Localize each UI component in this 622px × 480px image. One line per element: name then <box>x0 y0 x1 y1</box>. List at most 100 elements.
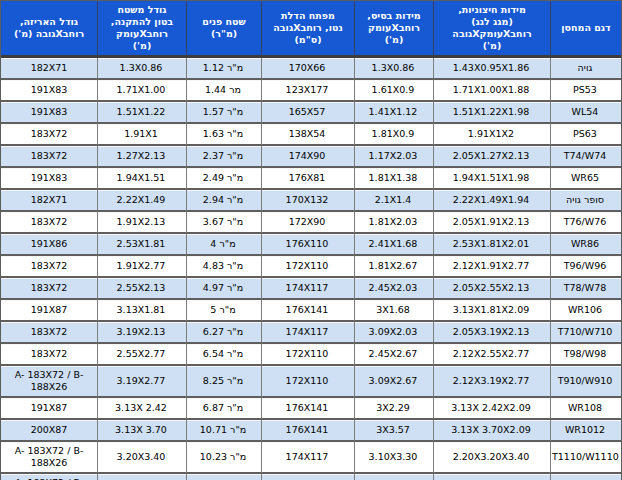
cell-package-size: 183X72 <box>1 344 97 366</box>
cell-model: T1110/W1110 <box>550 442 621 474</box>
table-row: T710/W7102.05X3.19X2.133.09X2.03174X1176… <box>1 322 621 344</box>
cell-interior-area: 1.57 מ"ר <box>186 102 261 124</box>
cell-model: WR1012 <box>550 420 621 442</box>
cell-base-dimensions: 3.72X3.30 <box>354 474 433 480</box>
table-row: WL541.51X1.22X1.981.41X1.12165X571.57 מ"… <box>1 102 621 124</box>
cell-external-dimensions: 2.12X2.55X2.77 <box>433 344 550 366</box>
cell-concrete-pad: 1.91X2.77 <box>97 256 186 278</box>
cell-package-size: 183X72 <box>1 146 97 168</box>
cell-interior-area: 2.49 מ"ר <box>186 168 261 190</box>
cell-interior-area: 4.97 מ"ר <box>186 278 261 300</box>
table-row: PS631.91X1X21.81X0.9138X541.63 מ"ר1.91X1… <box>1 124 621 146</box>
cell-package-size: A- 183X72 / B-188X26 <box>1 442 97 474</box>
cell-concrete-pad: 3.19X2.13 <box>97 322 186 344</box>
cell-external-dimensions: 1.71X1.00X1.88 <box>433 80 550 102</box>
cell-external-dimensions: 2.05X3.19X2.13 <box>433 322 550 344</box>
cell-door-opening: 172X110 <box>261 366 354 398</box>
cell-model: WR86 <box>550 234 621 256</box>
cell-base-dimensions: 1.3X0.86 <box>354 58 433 80</box>
cell-door-opening: 123X177 <box>261 80 354 102</box>
header-row: דגם המחסןמידות חיצוניות, (מגג לגג) רוחבX… <box>1 1 621 58</box>
table-row: T96/W962.12X1.91X2.771.81X2.67172X1104.8… <box>1 256 621 278</box>
table-body: גויה1.43X0.95X1.861.3X0.86170X661.12 מ"ר… <box>1 58 621 480</box>
cell-door-opening: 174X90 <box>261 146 354 168</box>
cell-interior-area: 4 מ"ר <box>186 234 261 256</box>
table-row: T1110/W11102.20X3.20X3.403.10X3.30174X11… <box>1 442 621 474</box>
table-row: T11122.20X3.82X3.403.72X3.30174X13812.27… <box>1 474 621 480</box>
cell-concrete-pad: 2.53X1.81 <box>97 234 186 256</box>
cell-external-dimensions: 2.22X1.49X1.94 <box>433 190 550 212</box>
cell-door-opening: 165X57 <box>261 102 354 124</box>
cell-package-size: 183X72 <box>1 124 97 146</box>
cell-base-dimensions: 3.10X3.30 <box>354 442 433 474</box>
cell-base-dimensions: 2.1X1.4 <box>354 190 433 212</box>
cell-interior-area: 3.67 מ"ר <box>186 212 261 234</box>
cell-package-size: 182X71 <box>1 190 97 212</box>
cell-interior-area: 2.94 מ"ר <box>186 190 261 212</box>
cell-external-dimensions: 2.05X1.27X2.13 <box>433 146 550 168</box>
cell-base-dimensions: 3.09X2.67 <box>354 366 433 398</box>
cell-door-opening: 138X54 <box>261 124 354 146</box>
cell-external-dimensions: 1.51X1.22X1.98 <box>433 102 550 124</box>
cell-external-dimensions: 3.13X1.81X2.09 <box>433 300 550 322</box>
cell-model: T98/W98 <box>550 344 621 366</box>
table-row: T74/W742.05X1.27X2.131.17X2.03174X902.37… <box>1 146 621 168</box>
cell-concrete-pad: 1.3X0.86 <box>97 58 186 80</box>
cell-model: T74/W74 <box>550 146 621 168</box>
cell-concrete-pad: 1.94X1.51 <box>97 168 186 190</box>
cell-package-size: 191X83 <box>1 168 97 190</box>
cell-door-opening: 176X141 <box>261 398 354 420</box>
cell-interior-area: 6.54 מ"ר <box>186 344 261 366</box>
table-row: T76/W762.05X1.91X2.131.81X2.03172X903.67… <box>1 212 621 234</box>
cell-external-dimensions: 2.20X3.82X3.40 <box>433 474 550 480</box>
cell-door-opening: 172X110 <box>261 344 354 366</box>
cell-package-size: 191X86 <box>1 234 97 256</box>
table-row: WR862.53X1.81X2.012.41X1.68176X1104 מ"ר2… <box>1 234 621 256</box>
cell-door-opening: 176X81 <box>261 168 354 190</box>
cell-external-dimensions: 3.13X 2.42X2.09 <box>433 398 550 420</box>
cell-model: WR106 <box>550 300 621 322</box>
table-row: WR10123.13X 3.70X2.093X3.57176X14110.71 … <box>1 420 621 442</box>
cell-interior-area: 6.87 מ"ר <box>186 398 261 420</box>
cell-door-opening: 174X117 <box>261 322 354 344</box>
column-header-base-dimensions: מידות בסיס, רוחבXעומק (מ') <box>354 1 433 58</box>
cell-door-opening: 170X132 <box>261 190 354 212</box>
cell-interior-area: 1.63 מ"ר <box>186 124 261 146</box>
cell-door-opening: 176X110 <box>261 234 354 256</box>
cell-package-size: 182X71 <box>1 58 97 80</box>
column-header-external-dimensions: מידות חיצוניות, (מגג לגג) רוחבXעומקXגובה… <box>433 1 550 58</box>
cell-model: T710/W710 <box>550 322 621 344</box>
cell-model: WR108 <box>550 398 621 420</box>
cell-model: T1112 <box>550 474 621 480</box>
cell-external-dimensions: 3.13X 3.70X2.09 <box>433 420 550 442</box>
cell-model: T96/W96 <box>550 256 621 278</box>
cell-concrete-pad: 3.13X 2.42 <box>97 398 186 420</box>
cell-concrete-pad: 1.71X1.00 <box>97 80 186 102</box>
cell-package-size: A- 183X72 / B- 188X26 <box>1 474 97 480</box>
cell-external-dimensions: 2.05X2.55X2.13 <box>433 278 550 300</box>
cell-concrete-pad: 2.22X1.49 <box>97 190 186 212</box>
cell-model: T78/W78 <box>550 278 621 300</box>
cell-external-dimensions: 2.20X3.20X3.40 <box>433 442 550 474</box>
cell-model: PS63 <box>550 124 621 146</box>
cell-interior-area: 12.27 מ"ר <box>186 474 261 480</box>
cell-package-size: 200X87 <box>1 420 97 442</box>
cell-concrete-pad: 1.27X2.13 <box>97 146 186 168</box>
column-header-concrete-pad: גודל משטח בטון להתקנה, רוחבXעומק (מ') <box>97 1 186 58</box>
cell-concrete-pad: 3.20X3.40 <box>97 442 186 474</box>
cell-package-size: 183X72 <box>1 322 97 344</box>
cell-interior-area: 1.12 מ"ר <box>186 58 261 80</box>
table-row: WR651.94X1.51X1.981.81X1.38176X812.49 מ"… <box>1 168 621 190</box>
column-header-interior-area: שטח פנים (מ"ר) <box>186 1 261 58</box>
cell-model: WL54 <box>550 102 621 124</box>
cell-package-size: 183X72 <box>1 256 97 278</box>
cell-external-dimensions: 1.43X0.95X1.86 <box>433 58 550 80</box>
cell-package-size: 183X72 <box>1 278 97 300</box>
cell-package-size: 191X87 <box>1 398 97 420</box>
cell-concrete-pad: 3.19X2.77 <box>97 366 186 398</box>
column-header-door-opening: מפתח הדלת נטו, רוחבXגובה (ס"מ) <box>261 1 354 58</box>
cell-concrete-pad: 1.91X1 <box>97 124 186 146</box>
table-row: T78/W782.05X2.55X2.132.45X2.03174X1174.9… <box>1 278 621 300</box>
cell-door-opening: 176X141 <box>261 420 354 442</box>
table-row: WR1083.13X 2.42X2.093X2.29176X1416.87 מ"… <box>1 398 621 420</box>
